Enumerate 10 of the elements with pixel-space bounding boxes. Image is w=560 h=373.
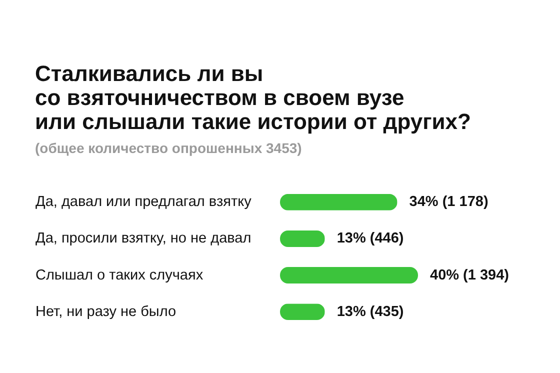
data-label: 13% (435) (336, 304, 404, 320)
chart-subtitle: (общее количество опрошенных 3453) (35, 140, 302, 156)
y-tick-label: Да, давал или предлагал взятку (36, 194, 252, 210)
y-tick-label: Слышал о таких случаях (36, 267, 204, 284)
data-label: 40% (1 394) (430, 267, 510, 284)
data-label: 13% (446) (336, 230, 404, 247)
data-label: 34% (1 178) (409, 194, 488, 210)
chart-title: Сталкивались ли вы со взяточничеством в своем вузе или слышали такие истории от других? (35, 61, 471, 134)
y-tick-label: Нет, ни разу не было (36, 304, 176, 320)
y-tick-label: Да, просили взятку, но не давал (36, 230, 252, 247)
